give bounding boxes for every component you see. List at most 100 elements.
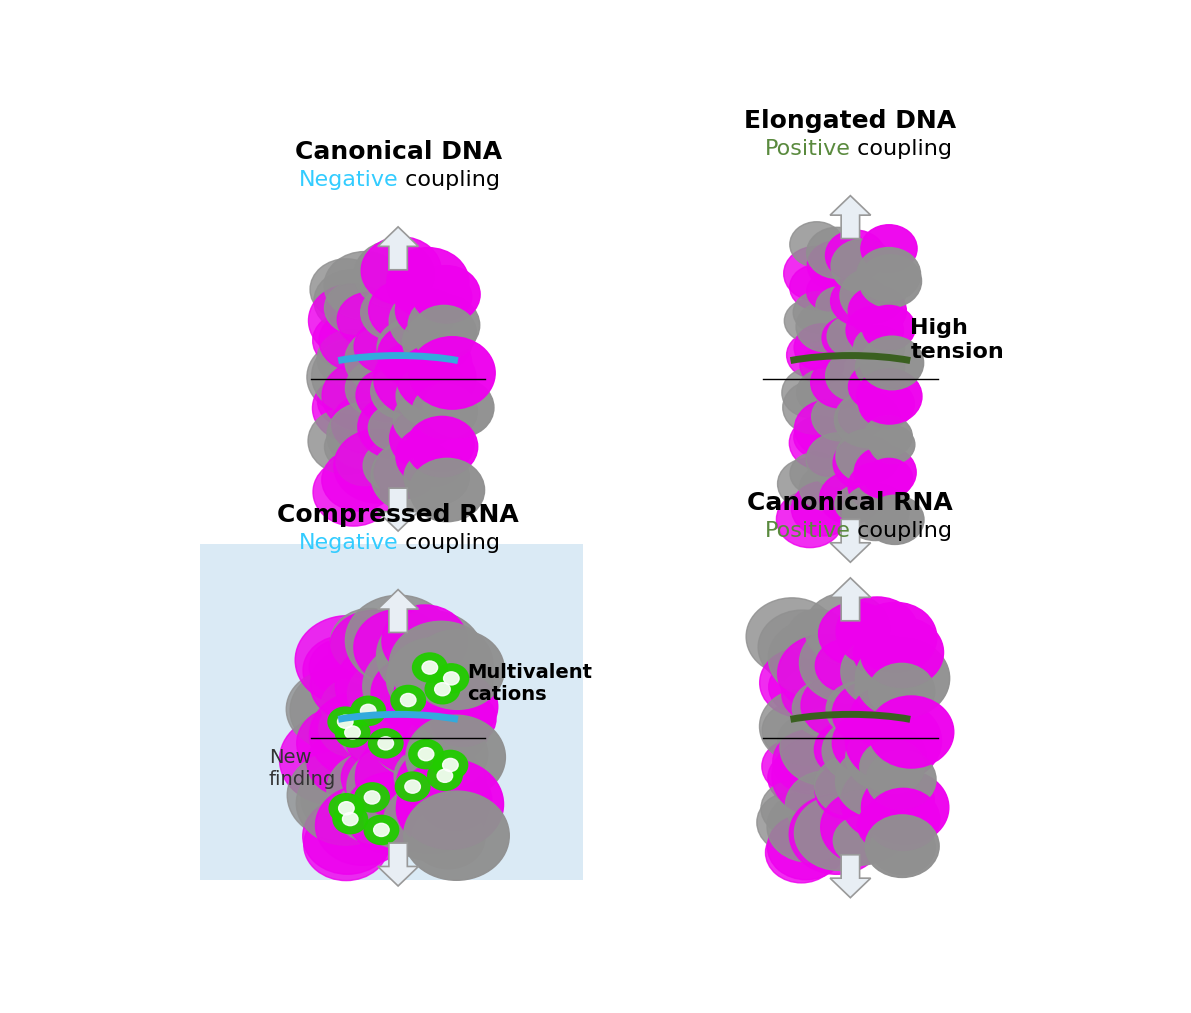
Circle shape [762, 703, 828, 758]
Circle shape [434, 664, 468, 693]
Circle shape [833, 682, 908, 745]
Circle shape [308, 284, 394, 357]
Circle shape [301, 764, 385, 835]
Circle shape [868, 664, 935, 719]
Circle shape [866, 750, 936, 809]
Polygon shape [830, 520, 871, 562]
Circle shape [772, 735, 868, 816]
Circle shape [760, 689, 849, 764]
Circle shape [854, 326, 905, 370]
Circle shape [827, 315, 877, 357]
Circle shape [412, 265, 480, 323]
Circle shape [782, 381, 846, 435]
Polygon shape [830, 196, 871, 238]
Circle shape [811, 358, 871, 408]
Text: Positive: Positive [765, 521, 850, 541]
Circle shape [836, 746, 921, 817]
Circle shape [443, 759, 459, 772]
Circle shape [297, 707, 382, 779]
Circle shape [854, 603, 937, 673]
Circle shape [354, 320, 417, 374]
Circle shape [303, 798, 393, 874]
Circle shape [862, 305, 915, 350]
Circle shape [354, 240, 435, 308]
Polygon shape [378, 590, 418, 632]
Circle shape [378, 736, 393, 750]
Circle shape [308, 408, 387, 474]
Text: Multivalent
cations: Multivalent cations [467, 663, 592, 704]
Circle shape [850, 685, 927, 750]
Circle shape [303, 635, 386, 705]
Circle shape [304, 809, 388, 880]
Circle shape [389, 289, 466, 354]
Circle shape [802, 674, 877, 737]
Circle shape [363, 441, 423, 490]
Circle shape [793, 416, 843, 458]
Circle shape [794, 795, 883, 870]
Circle shape [312, 374, 393, 442]
Circle shape [816, 639, 878, 692]
Circle shape [860, 617, 943, 688]
Circle shape [409, 739, 443, 769]
Circle shape [434, 751, 468, 780]
Circle shape [378, 319, 445, 377]
Circle shape [790, 794, 885, 874]
Circle shape [861, 771, 949, 845]
Text: coupling: coupling [850, 139, 953, 159]
Circle shape [382, 605, 467, 677]
Circle shape [338, 801, 354, 814]
Circle shape [855, 660, 922, 717]
Circle shape [410, 458, 485, 522]
Circle shape [858, 247, 921, 301]
Polygon shape [378, 843, 418, 886]
Text: Canonical DNA: Canonical DNA [294, 141, 501, 164]
Circle shape [827, 682, 892, 737]
Circle shape [314, 269, 387, 332]
Circle shape [807, 241, 866, 290]
Circle shape [756, 791, 830, 853]
Circle shape [841, 762, 935, 841]
Circle shape [781, 667, 846, 721]
Circle shape [287, 752, 391, 839]
Circle shape [397, 746, 486, 822]
Circle shape [409, 721, 488, 788]
Circle shape [343, 812, 358, 826]
Text: Negative: Negative [299, 170, 398, 189]
Circle shape [307, 340, 394, 414]
Circle shape [324, 251, 405, 320]
Circle shape [791, 481, 856, 536]
Circle shape [815, 721, 881, 778]
Circle shape [833, 711, 909, 775]
Circle shape [317, 329, 386, 388]
Circle shape [319, 310, 391, 371]
Text: coupling: coupling [398, 533, 500, 553]
Circle shape [370, 364, 437, 419]
Circle shape [767, 814, 846, 879]
Circle shape [370, 696, 468, 778]
Circle shape [796, 302, 855, 352]
Circle shape [815, 762, 883, 820]
Circle shape [397, 760, 504, 849]
Circle shape [320, 679, 386, 733]
Circle shape [406, 715, 505, 799]
Circle shape [869, 425, 915, 464]
Circle shape [333, 804, 368, 834]
Circle shape [760, 648, 842, 717]
Circle shape [761, 781, 827, 836]
Circle shape [329, 793, 363, 823]
Circle shape [766, 823, 837, 883]
Circle shape [344, 726, 360, 739]
Text: Positive: Positive [765, 139, 850, 159]
Circle shape [384, 783, 475, 860]
Circle shape [423, 378, 494, 438]
Circle shape [858, 800, 917, 850]
Circle shape [790, 416, 852, 469]
Polygon shape [830, 577, 871, 621]
Circle shape [859, 255, 922, 308]
Circle shape [854, 446, 916, 498]
Circle shape [759, 610, 846, 685]
Circle shape [370, 439, 459, 513]
Circle shape [841, 635, 927, 708]
Circle shape [322, 449, 395, 511]
Circle shape [793, 292, 842, 333]
